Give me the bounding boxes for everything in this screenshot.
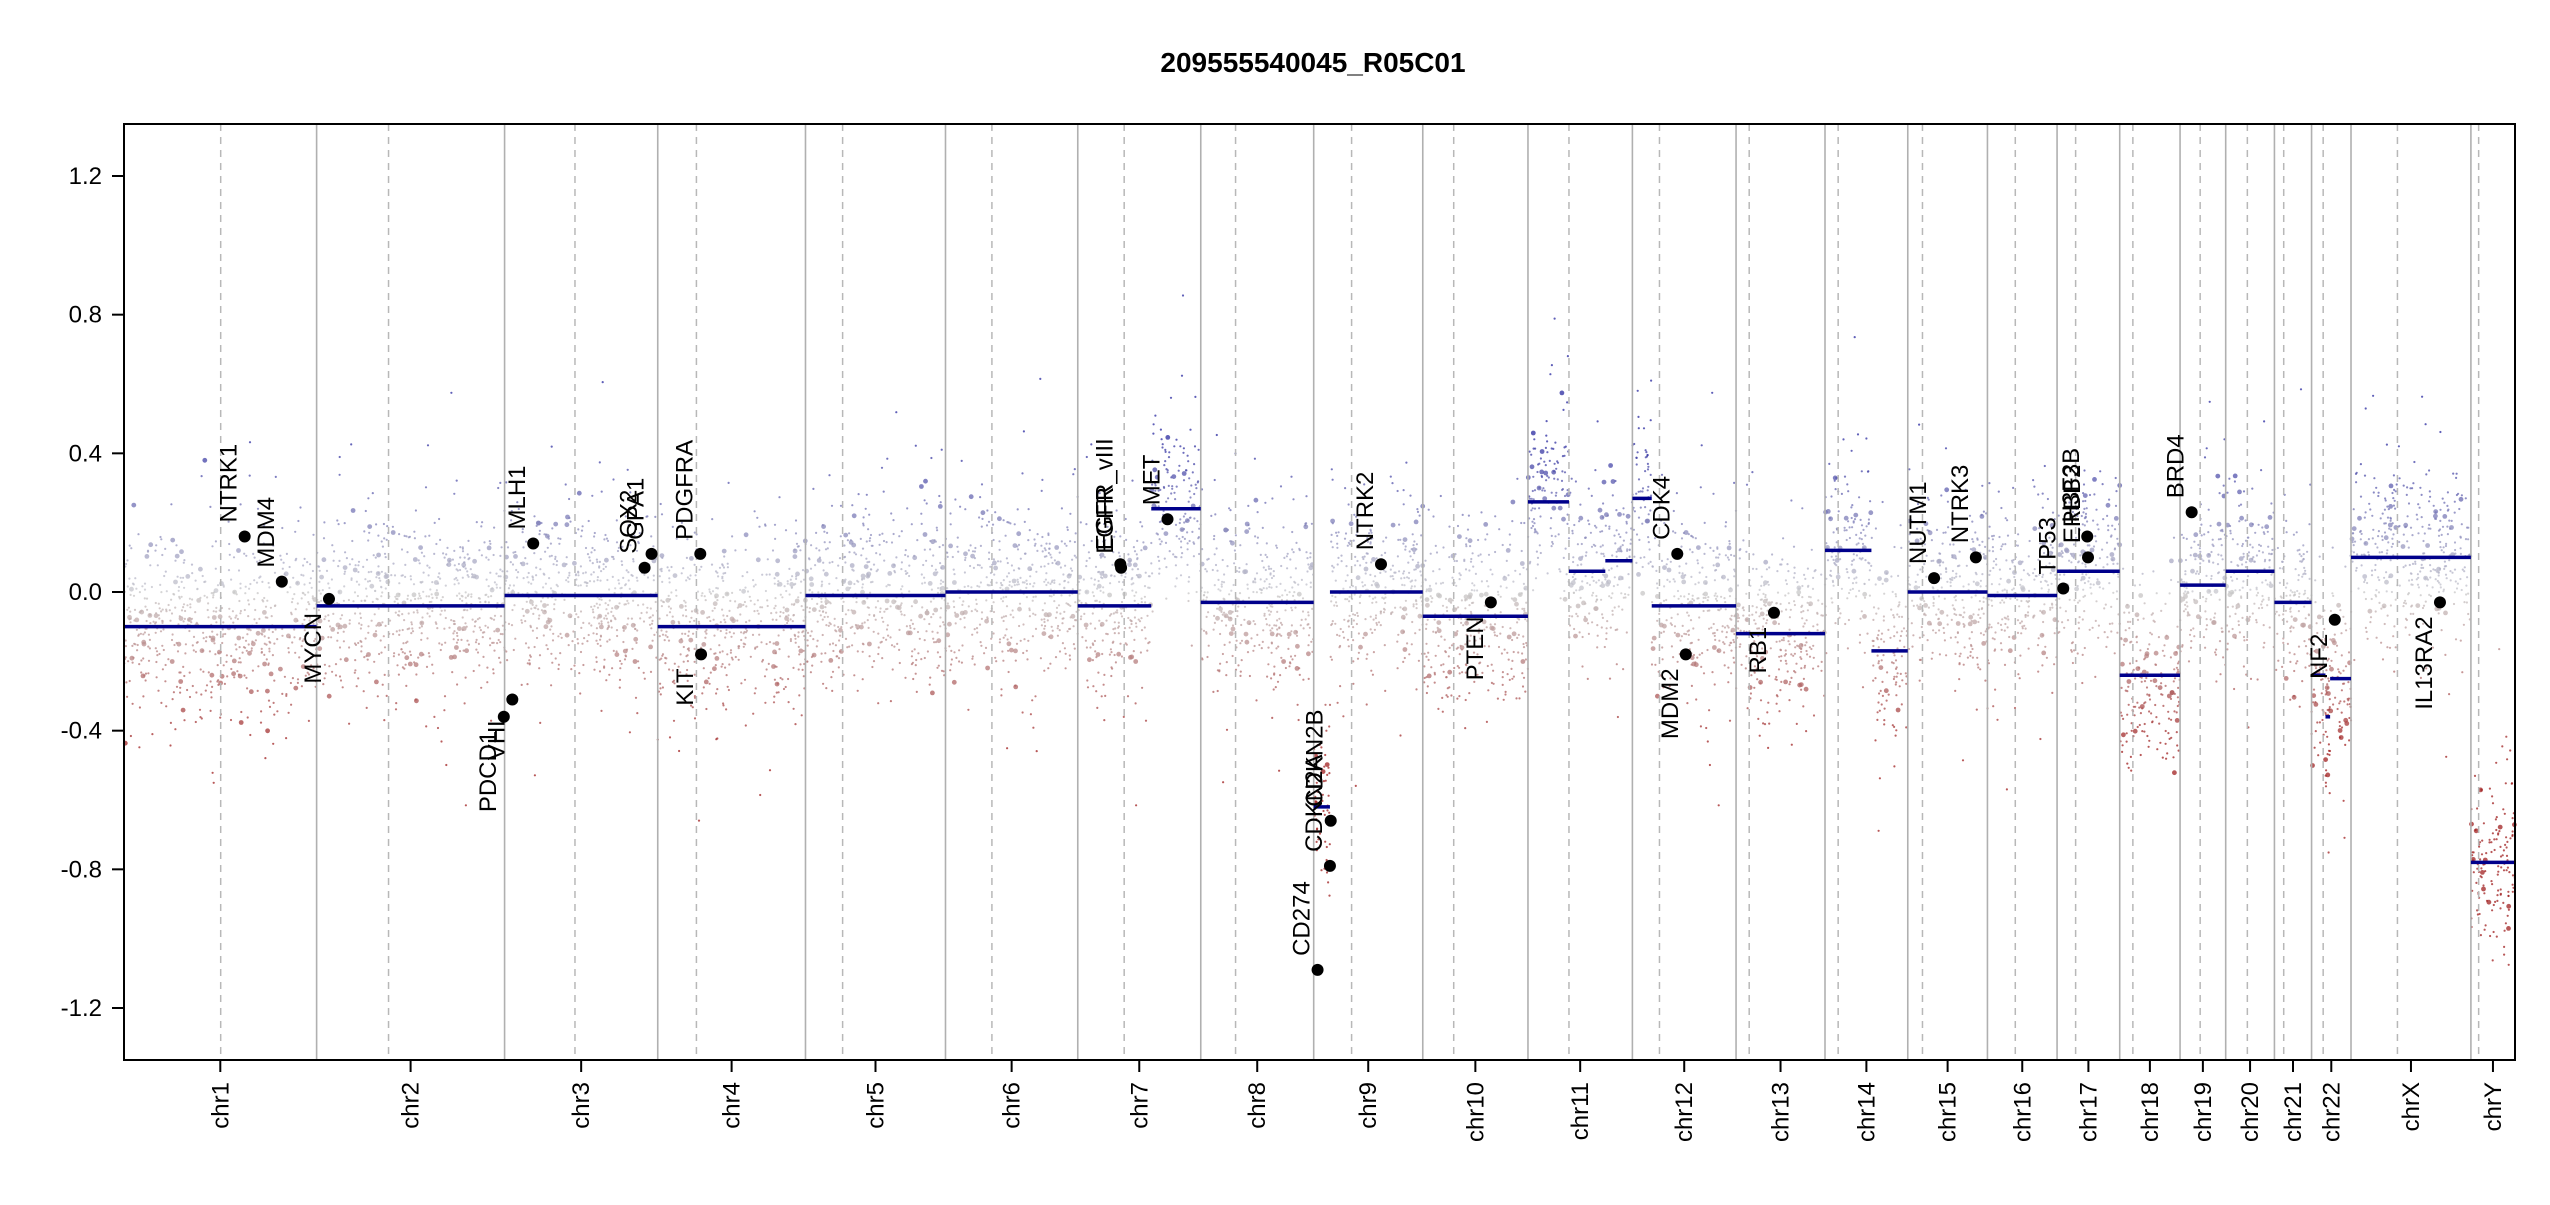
- chrom-label-chr17: chr17: [2075, 1082, 2102, 1142]
- gene-point-egfr: [1115, 562, 1127, 574]
- gene-label-il13ra2: IL13RA2: [2411, 616, 2438, 709]
- gene-label-mdm2: MDM2: [1657, 668, 1684, 739]
- chrom-label-chr14: chr14: [1853, 1082, 1880, 1142]
- gene-point-pten: [1485, 596, 1497, 608]
- chrom-label-chr10: chr10: [1462, 1082, 1489, 1142]
- gene-point-ntrk2: [1375, 558, 1387, 570]
- gene-point-ntrk1: [239, 531, 251, 543]
- chrom-label-chr13: chr13: [1768, 1082, 1795, 1142]
- plot-background: [124, 124, 2515, 1060]
- chrom-label-chrY: chrY: [2480, 1082, 2507, 1131]
- gene-point-mlh1: [527, 537, 539, 549]
- gene-point-erbb2: [2082, 551, 2094, 563]
- y-tick-label: 0.0: [69, 579, 102, 606]
- gene-point-vhl: [506, 693, 518, 705]
- chrom-label-chr8: chr8: [1244, 1082, 1271, 1129]
- gene-point-gpa1: [646, 548, 658, 560]
- y-tick-label: 1.2: [69, 163, 102, 190]
- gene-point-pdgfra: [694, 548, 706, 560]
- gene-point-nf2: [2329, 614, 2341, 626]
- gene-label-cdk4: CDK4: [1648, 476, 1675, 540]
- y-tick-label: 0.8: [69, 302, 102, 329]
- gene-label-nf2: NF2: [2306, 634, 2333, 679]
- chart-title: 209555540045_R05C01: [1160, 47, 1465, 78]
- y-tick-label: -0.8: [61, 856, 102, 883]
- gene-point-il13ra2: [2434, 596, 2446, 608]
- gene-label-met: MET: [1139, 454, 1166, 505]
- gene-label-vhl: VHL: [483, 714, 510, 761]
- gene-label-mdm4: MDM4: [253, 497, 280, 568]
- gene-label-ntrk1: NTRK1: [216, 444, 243, 523]
- gene-point-cdkn2b: [1325, 815, 1337, 827]
- gene-point-ntrk3: [1970, 551, 1982, 563]
- chrom-label-chr4: chr4: [719, 1082, 746, 1129]
- gene-point-mycn: [323, 593, 335, 605]
- gene-label-mlh1: MLH1: [504, 465, 531, 529]
- chrom-label-chr3: chr3: [568, 1082, 595, 1129]
- chrom-label-chr9: chr9: [1355, 1082, 1382, 1129]
- gene-label-tp53: TP53: [2034, 517, 2061, 574]
- chrom-label-chr18: chr18: [2137, 1082, 2164, 1142]
- gene-point-mdm4: [276, 576, 288, 588]
- gene-point-tp53: [2057, 583, 2069, 595]
- y-tick-label: -0.4: [61, 718, 102, 745]
- gene-point-sox2: [639, 562, 651, 574]
- chrom-label-chr11: chr11: [1567, 1082, 1594, 1140]
- gene-label-erbb2: ERBB2: [2059, 465, 2086, 544]
- chrom-label-chr2: chr2: [398, 1082, 425, 1129]
- chrom-label-chr21: chr21: [2280, 1082, 2307, 1142]
- gene-label-ntrk3: NTRK3: [1947, 465, 1974, 544]
- gene-label-cdkn2b: CDKN2B: [1302, 709, 1329, 806]
- chrom-label-chr7: chr7: [1126, 1082, 1153, 1129]
- chrom-label-chr6: chr6: [999, 1082, 1026, 1129]
- gene-label-nutm1: NUTM1: [1905, 481, 1932, 564]
- gene-label-pten: PTEN: [1462, 616, 1489, 680]
- gene-label-cd274: CD274: [1289, 881, 1316, 956]
- gene-point-cdk4: [1671, 548, 1683, 560]
- gene-point-brd4: [2186, 506, 2198, 518]
- gene-label-gpa1: GPA1: [623, 478, 650, 540]
- gene-point-cdkn2a: [1324, 860, 1336, 872]
- gene-point-rb1: [1768, 607, 1780, 619]
- gene-point-mdm2: [1680, 648, 1692, 660]
- gene-label-kit: KIT: [672, 668, 699, 706]
- chrom-label-chr12: chr12: [1671, 1082, 1698, 1142]
- chrom-label-chr20: chr20: [2237, 1082, 2264, 1142]
- gene-point-kit: [695, 648, 707, 660]
- gene-label-brd4: BRD4: [2163, 434, 2190, 498]
- chrom-label-chr22: chr22: [2318, 1082, 2345, 1142]
- chrom-label-chr1: chr1: [207, 1082, 234, 1129]
- chrom-label-chr15: chr15: [1935, 1082, 1962, 1142]
- gene-label-egfr: EGFR: [1092, 487, 1119, 554]
- y-tick-label: -1.2: [61, 995, 102, 1022]
- plot-area: [124, 124, 2515, 1060]
- gene-label-ntrk2: NTRK2: [1352, 472, 1379, 551]
- chrom-label-chr19: chr19: [2190, 1082, 2217, 1142]
- chrom-label-chr16: chr16: [2009, 1082, 2036, 1142]
- gene-point-cd274: [1312, 964, 1324, 976]
- chrom-label-chr5: chr5: [863, 1082, 890, 1129]
- gene-label-mycn: MYCN: [300, 613, 327, 684]
- gene-point-nutm1: [1928, 572, 1940, 584]
- gene-point-met: [1162, 513, 1174, 525]
- chrom-label-chrX: chrX: [2398, 1082, 2425, 1131]
- gene-label-pdgfra: PDGFRA: [671, 440, 698, 540]
- gene-label-rb1: RB1: [1745, 627, 1772, 674]
- y-tick-label: 0.4: [69, 440, 102, 467]
